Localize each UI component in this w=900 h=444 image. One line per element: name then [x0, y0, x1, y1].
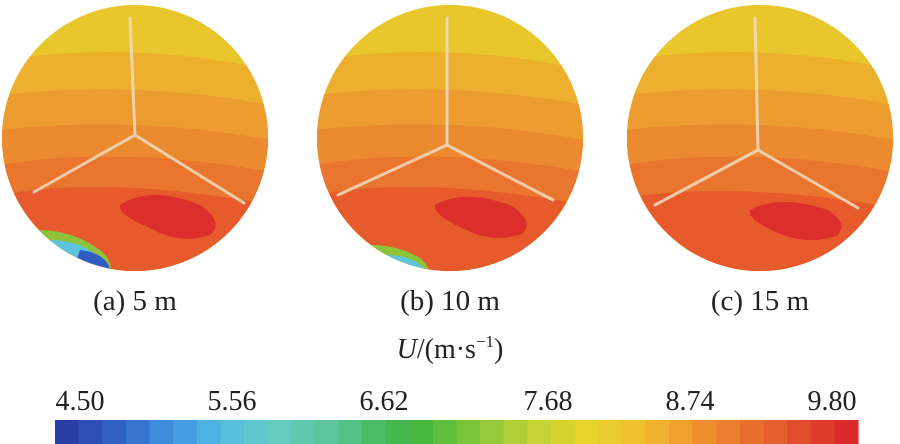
colorbar-swatch [362, 420, 387, 444]
colorbar-swatch [243, 420, 269, 444]
colorbar-swatch [55, 420, 80, 444]
colorbar-tick: 6.62 [360, 386, 409, 417]
unit-symbol: U [397, 334, 419, 365]
colorbar-swatch [78, 420, 103, 444]
colorbar-swatch [834, 420, 859, 444]
colorbar-swatch [102, 420, 127, 444]
colorbar-swatch [456, 420, 481, 444]
colorbar-swatch [621, 420, 647, 444]
turbine-blades-c [653, 16, 860, 210]
turbine-blades-a [32, 16, 246, 205]
unit-exponent: −1 [476, 332, 494, 351]
colorbar-tick: 8.74 [666, 386, 715, 417]
panel-caption: (c) 15 m [711, 285, 810, 317]
colorbar-swatch [480, 420, 505, 444]
hot-spot [434, 196, 527, 238]
panel-a: (a) 5 m [2, 5, 268, 317]
colorbar-swatch [503, 420, 528, 444]
colorbar-swatch [432, 420, 458, 444]
colorbar-bar [55, 420, 859, 444]
colorbar-swatch [409, 420, 434, 444]
colorbar-swatch [149, 420, 174, 444]
panel-caption: (b) 10 m [400, 285, 500, 317]
colorbar-swatch [763, 420, 788, 444]
colorbar-swatch [692, 420, 717, 444]
hot-spot [749, 202, 842, 241]
colorbar-swatch [645, 420, 670, 444]
colorbar-swatch [669, 420, 694, 444]
colorbar-swatch [787, 420, 812, 444]
colorbar-tick: 5.56 [208, 386, 257, 417]
unit-close: ) [494, 334, 503, 365]
unit-rest: /(m·s [417, 334, 476, 365]
colorbar-swatch [173, 420, 198, 444]
rotor-disc-a [2, 5, 268, 271]
hot-spot [119, 195, 216, 239]
colorbar-swatch [550, 420, 576, 444]
colorbar-swatch [220, 420, 245, 444]
colorbar-ticks: 4.50 5.56 6.62 7.68 8.74 9.80 [56, 386, 857, 417]
colorbar-unit-label: U/(m·s−1) [397, 332, 504, 365]
colorbar-swatch [810, 420, 835, 444]
colorbar-swatch [196, 420, 221, 444]
panel-c: (c) 15 m [627, 5, 893, 317]
colorbar-tick: 7.68 [524, 386, 573, 417]
rotor-disc-b [317, 5, 583, 271]
colorbar-tick: 4.50 [56, 386, 105, 417]
panel-caption: (a) 5 m [93, 285, 177, 317]
turbine-blades-b [336, 16, 555, 202]
colorbar-swatch [314, 420, 340, 444]
colorbar-swatch [574, 420, 599, 444]
colorbar-swatch [716, 420, 741, 444]
panel-b: (b) 10 m [317, 5, 583, 317]
colorbar-swatch [291, 420, 316, 444]
rotor-disc-c [627, 5, 893, 271]
colorbar-swatch [598, 420, 623, 444]
colorbar-swatch [338, 420, 363, 444]
colorbar-swatch [125, 420, 151, 444]
colorbar-swatch [527, 420, 552, 444]
colorbar-tick: 9.80 [808, 386, 857, 417]
colorbar-swatch [739, 420, 765, 444]
colorbar-swatch [267, 420, 292, 444]
colorbar-swatch [385, 420, 410, 444]
